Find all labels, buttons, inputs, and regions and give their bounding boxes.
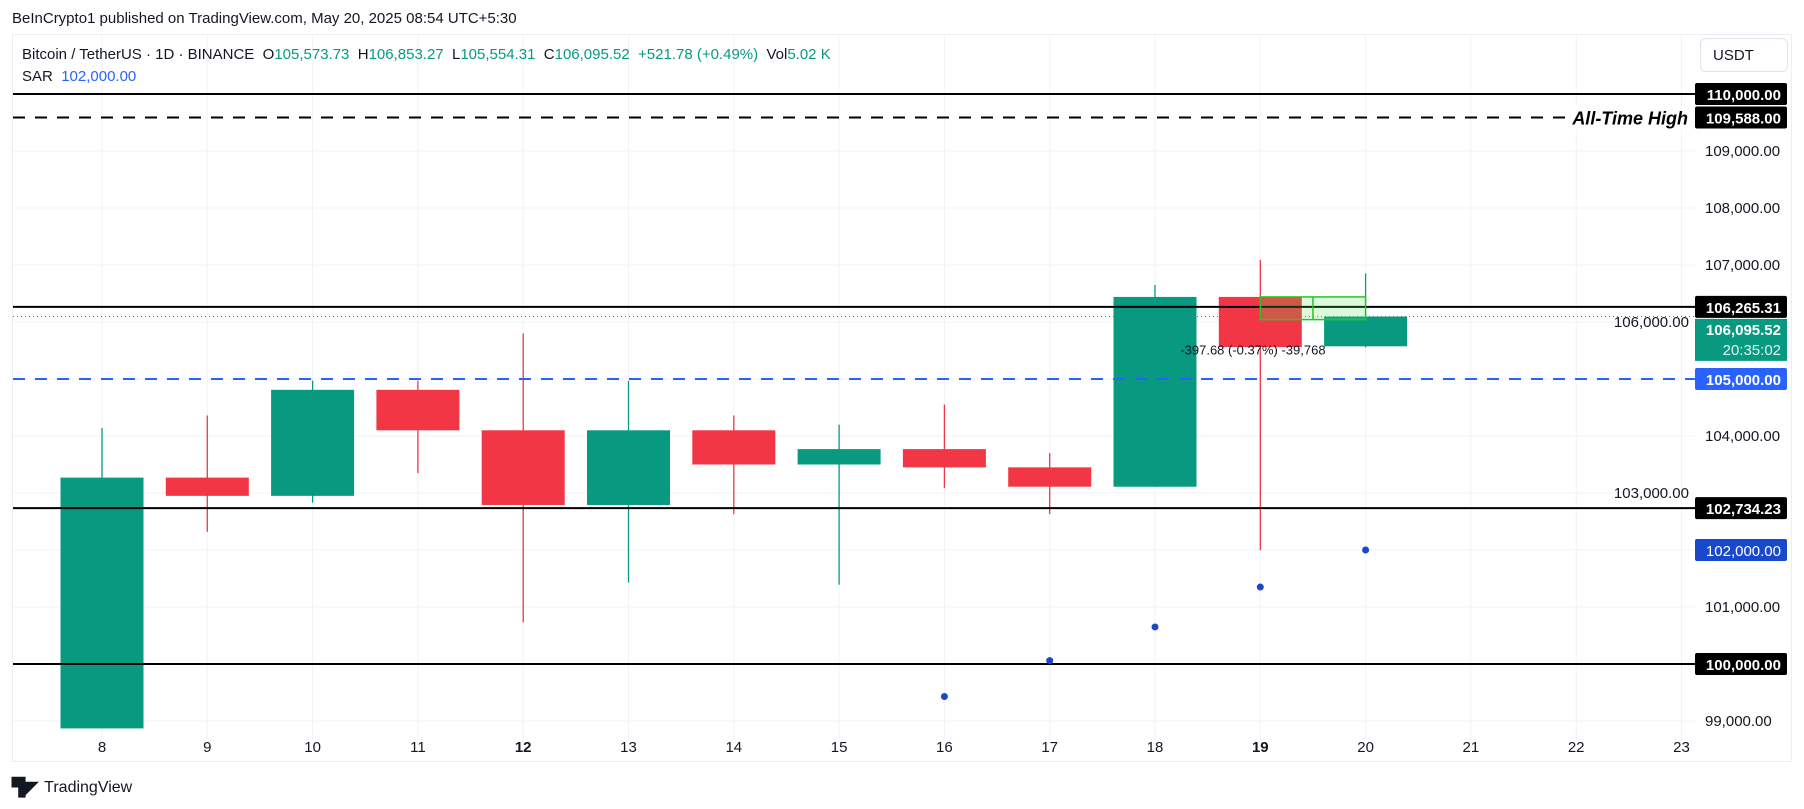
price-label: 102,734.23: [1706, 501, 1781, 518]
sar-dot: [1151, 623, 1159, 631]
price-label-bg: [1695, 295, 1787, 318]
x-tick-label: 22: [1568, 739, 1585, 756]
sar-price-bg: [1695, 539, 1787, 561]
candle-body: [902, 449, 986, 468]
y-tick-label: 104,000.00: [1705, 428, 1780, 445]
chart-frame: [12, 34, 1792, 762]
x-tick-label: 15: [831, 739, 848, 756]
symbol-legend: Bitcoin / TetherUS · 1D · BINANCE O105,5…: [22, 44, 831, 88]
vol-label: Vol: [766, 46, 788, 63]
price-label-bg: [1695, 497, 1787, 520]
sar-dot: [1362, 546, 1370, 554]
vol-value: 5.02 K: [787, 46, 831, 63]
current-price-label: 106,095.52: [1706, 322, 1781, 339]
candle-body: [692, 430, 776, 465]
candle-body: [587, 430, 670, 505]
sar-value: 102,000.00: [61, 68, 137, 85]
open-value: 105,573.73: [274, 46, 350, 63]
price-label-bg: [1695, 83, 1787, 105]
y-tick-label: 101,000.00: [1705, 599, 1780, 616]
high-value: 106,853.27: [368, 46, 444, 63]
price-label: 106,265.31: [1706, 300, 1781, 317]
tv-icon: ▜◤: [12, 778, 39, 797]
x-tick-label: 10: [304, 739, 321, 756]
level-annotation: All-Time High: [1571, 108, 1688, 128]
open-label: O: [262, 46, 275, 63]
y-tick-label: 103,000.00: [1614, 485, 1689, 502]
publish-info: BeInCrypto1 published on TradingView.com…: [12, 10, 517, 27]
low-label: L: [452, 46, 461, 63]
x-tick-label: 23: [1673, 739, 1690, 756]
x-tick-label: 13: [620, 739, 637, 756]
symbol-name[interactable]: Bitcoin / TetherUS · 1D · BINANCE: [22, 46, 255, 63]
x-tick-label: 8: [98, 739, 106, 756]
label-bg: [1565, 105, 1695, 130]
x-tick-label: 20: [1357, 739, 1374, 756]
sar-price-label: 102,000.00: [1706, 543, 1781, 560]
tradingview-logo: ▜◤ TradingView: [12, 778, 132, 798]
currency-button[interactable]: USDT: [1700, 38, 1788, 72]
candle-body: [1113, 296, 1197, 487]
x-tick-label: 18: [1147, 739, 1164, 756]
candle-body: [481, 430, 565, 505]
x-tick-label: 11: [410, 739, 426, 756]
sar-label[interactable]: SAR: [22, 68, 53, 85]
candle-body: [165, 477, 249, 496]
low-value: 105,554.31: [460, 46, 536, 63]
current-price-bg: [1695, 318, 1787, 361]
x-tick-label: 17: [1041, 739, 1058, 756]
close-label: C: [543, 46, 555, 63]
x-tick-label: 12: [515, 739, 532, 756]
candle-body: [60, 477, 144, 729]
high-label: H: [357, 46, 369, 63]
x-tick-label: 9: [203, 739, 211, 756]
y-tick-label: 106,000.00: [1614, 314, 1689, 331]
candle-body: [797, 449, 881, 465]
price-label-bg: [1695, 653, 1787, 675]
price-label: 109,588.00: [1706, 110, 1781, 127]
y-tick-label: 107,000.00: [1705, 257, 1780, 274]
y-tick-label: 99,000.00: [1705, 713, 1772, 730]
price-label: 110,000.00: [1707, 87, 1781, 104]
close-value: 106,095.52: [554, 46, 630, 63]
candle-body: [271, 389, 355, 496]
sar-dot: [1256, 583, 1264, 591]
price-label: 100,000.00: [1706, 657, 1781, 674]
x-tick-label: 16: [936, 739, 953, 756]
price-label-bg: [1695, 368, 1787, 390]
candle-body: [376, 389, 460, 431]
candle-body: [1008, 467, 1092, 487]
y-tick-label: 108,000.00: [1705, 200, 1780, 217]
price-label: 105,000.00: [1706, 372, 1781, 389]
sar-dot: [1046, 657, 1054, 665]
countdown-label: 20:35:02: [1723, 342, 1781, 359]
sar-dot: [940, 692, 948, 700]
x-tick-label: 19: [1252, 739, 1269, 756]
candle-body: [1324, 316, 1408, 347]
measure-label: -397.68 (-0.37%) -39,768: [1180, 343, 1325, 358]
brand-text: TradingView: [44, 779, 133, 796]
x-tick-label: 21: [1463, 739, 1480, 756]
x-tick-label: 14: [725, 739, 742, 756]
price-label-bg: [1695, 106, 1787, 129]
change-value: +521.78 (+0.49%): [638, 46, 759, 63]
y-tick-label: 109,000.00: [1705, 143, 1780, 160]
